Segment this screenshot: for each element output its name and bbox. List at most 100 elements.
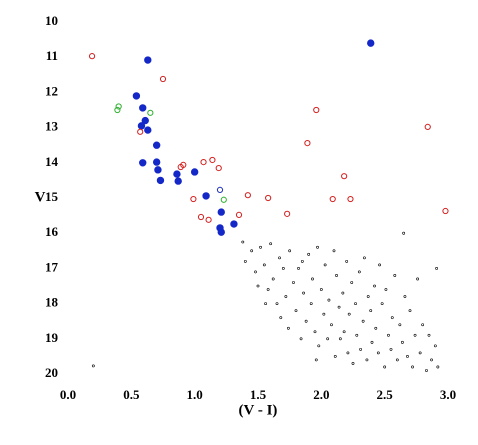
data-point	[262, 263, 266, 267]
data-point	[365, 358, 369, 362]
data-point	[370, 340, 374, 344]
data-point	[141, 116, 149, 125]
data-point	[217, 228, 225, 236]
y-tick-label: 18	[45, 295, 59, 310]
y-tick-label: 17	[45, 259, 59, 274]
data-point	[294, 309, 298, 313]
data-point	[309, 302, 313, 306]
data-point	[408, 309, 412, 313]
data-point	[317, 344, 321, 348]
data-point	[369, 309, 373, 313]
y-tick-label: 11	[46, 48, 58, 63]
data-point	[355, 333, 359, 337]
data-point	[330, 323, 333, 327]
data-point	[322, 312, 326, 316]
y-tick-label: 14	[45, 154, 59, 169]
data-point	[139, 159, 147, 167]
data-point	[250, 249, 254, 253]
data-point	[235, 211, 243, 218]
data-point	[137, 122, 146, 130]
data-point	[337, 305, 341, 309]
data-point	[152, 141, 161, 149]
x-tick-label: 1.0	[187, 387, 203, 402]
data-point	[387, 333, 390, 337]
data-point	[442, 207, 449, 215]
data-point	[279, 316, 283, 320]
data-point	[389, 347, 393, 351]
data-point	[313, 330, 317, 334]
data-point	[323, 263, 327, 267]
data-point	[144, 126, 152, 134]
data-point	[351, 362, 355, 365]
data-point	[278, 256, 281, 260]
data-point	[259, 245, 262, 249]
data-point	[137, 128, 144, 135]
data-point	[152, 158, 161, 166]
data-point	[244, 192, 251, 199]
data-point	[202, 192, 210, 200]
data-point	[215, 164, 222, 172]
data-point	[342, 330, 346, 334]
data-point	[147, 109, 154, 116]
data-point	[341, 173, 348, 180]
data-point	[333, 354, 337, 358]
x-tick-label: 0.0	[60, 387, 76, 402]
data-point	[91, 364, 95, 368]
data-point	[115, 103, 122, 110]
data-point	[197, 213, 205, 221]
data-point	[286, 326, 290, 330]
data-point	[314, 358, 318, 362]
data-point	[304, 139, 311, 147]
data-point	[390, 316, 394, 320]
data-point	[376, 351, 380, 355]
data-point	[275, 302, 279, 306]
data-point	[205, 216, 212, 223]
data-point	[406, 354, 409, 358]
data-point	[327, 298, 331, 302]
data-point	[402, 231, 406, 235]
data-point	[435, 266, 439, 270]
data-point	[269, 242, 273, 246]
data-point	[393, 274, 397, 277]
data-point	[304, 319, 308, 323]
data-point	[421, 323, 425, 327]
data-point	[281, 266, 285, 270]
data-point	[350, 281, 354, 284]
data-point	[362, 256, 366, 260]
data-point	[190, 195, 197, 203]
data-point	[427, 333, 431, 337]
data-point	[288, 249, 292, 253]
data-point	[332, 249, 336, 253]
data-point	[114, 106, 121, 114]
data-point	[403, 295, 407, 298]
data-point	[159, 75, 167, 83]
data-point	[256, 284, 260, 288]
data-point	[264, 302, 268, 306]
data-point	[302, 291, 306, 295]
data-point	[395, 358, 399, 362]
data-point	[307, 252, 311, 256]
data-point	[347, 195, 354, 203]
data-point	[357, 270, 361, 274]
data-point	[384, 288, 388, 291]
data-point	[400, 340, 404, 344]
data-point	[299, 337, 303, 341]
data-point	[297, 266, 300, 270]
data-point	[313, 106, 320, 114]
data-point	[243, 259, 247, 263]
data-point	[241, 240, 245, 244]
data-point	[413, 333, 417, 337]
data-point	[347, 312, 351, 316]
data-point	[200, 158, 207, 166]
data-point	[335, 274, 338, 277]
data-point	[425, 369, 428, 372]
data-point	[220, 196, 227, 203]
y-tick-label: 15	[45, 189, 59, 204]
y-tick-label: 10	[45, 13, 58, 28]
data-point	[416, 277, 420, 281]
data-point	[433, 344, 437, 348]
data-point	[359, 347, 363, 351]
data-point	[418, 351, 422, 355]
data-point	[300, 259, 304, 263]
